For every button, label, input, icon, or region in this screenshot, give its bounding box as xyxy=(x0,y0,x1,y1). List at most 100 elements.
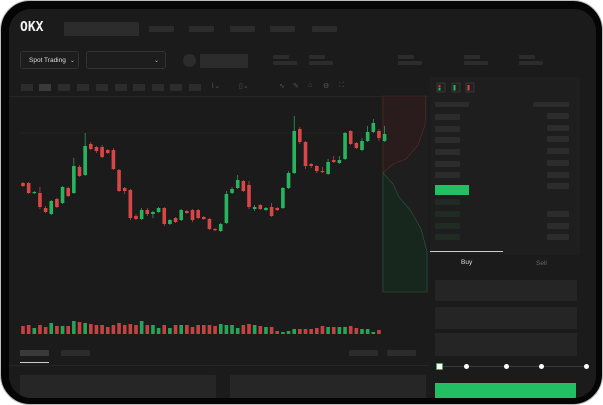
nav-item[interactable] xyxy=(149,26,174,32)
candle-body xyxy=(292,131,296,173)
candle-body xyxy=(196,210,200,218)
book-asks-icon[interactable] xyxy=(465,82,475,93)
tab-open-orders[interactable] xyxy=(20,350,49,356)
timeframe-button[interactable] xyxy=(77,84,89,91)
ask-row[interactable] xyxy=(435,161,460,167)
candle-body xyxy=(264,208,268,210)
tab-sell[interactable]: Sell xyxy=(536,260,547,267)
ask-amount xyxy=(547,113,569,119)
slider-stop-50[interactable] xyxy=(504,364,509,369)
ask-row[interactable] xyxy=(435,172,460,178)
candle-body xyxy=(111,150,116,169)
candle-body xyxy=(258,205,263,209)
volume-bar xyxy=(230,325,234,334)
price-display xyxy=(200,54,248,68)
candle-body xyxy=(60,187,65,203)
timeframe-button-active[interactable] xyxy=(39,84,51,91)
order-book-view-icons xyxy=(436,82,475,93)
ask-row[interactable] xyxy=(435,114,460,120)
slider-stop-100[interactable] xyxy=(584,364,589,369)
volume-bar xyxy=(21,326,25,334)
candle-body xyxy=(269,207,274,216)
timeframe-button[interactable] xyxy=(133,84,145,91)
timeframe-button[interactable] xyxy=(189,84,201,91)
nav-item[interactable] xyxy=(270,26,295,32)
ask-row[interactable] xyxy=(435,137,460,143)
timeframe-button[interactable] xyxy=(58,84,70,91)
chart-type-icon[interactable]: ▯⌄ xyxy=(239,83,249,90)
volume-bar xyxy=(360,329,364,334)
candle-body xyxy=(173,218,178,222)
settings-icon[interactable]: ⚙ xyxy=(323,83,330,90)
candle-body xyxy=(207,219,212,229)
stat-value xyxy=(464,61,488,65)
volume-bar xyxy=(365,329,370,334)
total-input[interactable] xyxy=(435,333,577,356)
camera-icon[interactable]: ⌂ xyxy=(308,82,313,89)
volume-bar xyxy=(145,325,150,334)
candle-body xyxy=(241,181,246,191)
volume-bar xyxy=(269,327,274,334)
amount-input[interactable] xyxy=(435,307,577,329)
volume-bar xyxy=(32,328,37,334)
bid-row[interactable] xyxy=(435,199,460,205)
filter-button[interactable] xyxy=(349,350,378,356)
candle-body xyxy=(230,189,234,193)
volume-bar xyxy=(60,326,65,334)
volume-bar xyxy=(281,332,285,334)
ask-row[interactable] xyxy=(435,126,460,132)
candle-body xyxy=(286,173,291,188)
line-tool-icon[interactable]: ∿ xyxy=(279,83,285,90)
slider-stop-25[interactable] xyxy=(464,364,469,369)
bid-row[interactable] xyxy=(435,223,460,229)
buy-button[interactable] xyxy=(435,383,576,398)
indicator-icon[interactable]: ⌇⌄ xyxy=(211,83,221,90)
candle-body xyxy=(360,141,364,150)
volume-bar xyxy=(235,328,240,334)
candlestick-chart[interactable] xyxy=(9,9,596,398)
spot-trading-dropdown[interactable]: Spot Trading ⌄ xyxy=(20,51,79,69)
filter-button[interactable] xyxy=(387,350,416,356)
okx-logo[interactable]: OKX xyxy=(20,20,44,35)
amount-slider-track[interactable] xyxy=(441,366,587,367)
search-box[interactable] xyxy=(64,22,139,36)
ask-row[interactable] xyxy=(435,149,460,155)
pair-dropdown[interactable]: ⌄ xyxy=(86,51,166,69)
timeframe-button[interactable] xyxy=(152,84,164,91)
bid-row[interactable] xyxy=(435,234,460,240)
book-bids-icon[interactable] xyxy=(451,82,461,93)
candle-body xyxy=(303,142,308,166)
candle-body xyxy=(21,183,25,186)
candle-body xyxy=(371,123,376,132)
draw-icon[interactable]: ✎ xyxy=(293,83,299,90)
volume-bar xyxy=(326,327,330,334)
bid-row[interactable] xyxy=(435,211,460,217)
tab-order-history[interactable] xyxy=(61,350,90,356)
volume-bar xyxy=(337,327,342,334)
slider-handle[interactable] xyxy=(436,363,443,370)
nav-item[interactable] xyxy=(312,26,337,32)
volume-bar xyxy=(202,325,206,334)
timeframe-button[interactable] xyxy=(21,84,33,91)
candle-body xyxy=(94,147,99,151)
timeframe-button[interactable] xyxy=(170,84,182,91)
candle-body xyxy=(213,229,217,231)
volume-bar xyxy=(292,329,296,334)
timeframe-button[interactable] xyxy=(96,84,108,91)
price-input[interactable] xyxy=(435,280,577,301)
tab-buy[interactable]: Buy xyxy=(461,259,473,266)
candle-body xyxy=(72,166,76,193)
fullscreen-icon[interactable]: ⛶ xyxy=(339,82,344,89)
candle-body xyxy=(83,146,87,175)
nav-item[interactable] xyxy=(189,26,214,32)
nav-item[interactable] xyxy=(230,26,255,32)
slider-stop-75[interactable] xyxy=(539,364,544,369)
timeframe-button[interactable] xyxy=(115,84,127,91)
volume-bar xyxy=(348,326,353,334)
candle-body xyxy=(190,210,195,220)
candle-body xyxy=(89,144,93,149)
volume-bar xyxy=(49,323,54,334)
book-both-icon[interactable] xyxy=(436,82,446,93)
volume-bar xyxy=(309,329,313,334)
